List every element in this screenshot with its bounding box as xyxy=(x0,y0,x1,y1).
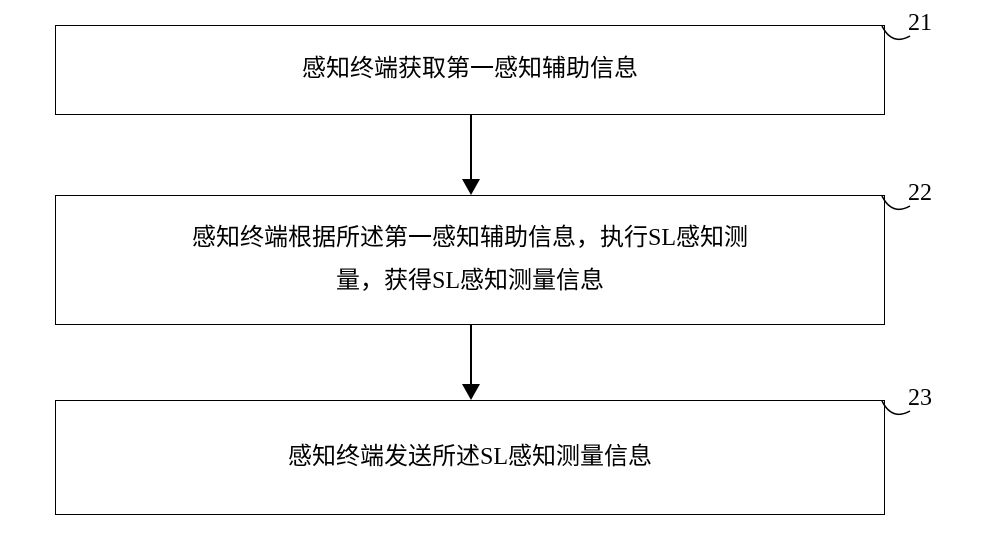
flow-arrow xyxy=(470,325,472,386)
callout-connector xyxy=(880,393,914,423)
flow-step-text: 量，获得SL感知测量信息 xyxy=(192,260,748,303)
flow-step-n2: 感知终端根据所述第一感知辅助信息，执行SL感知测量，获得SL感知测量信息 xyxy=(55,195,885,325)
arrow-head-icon xyxy=(462,384,480,400)
callout-connector xyxy=(880,18,914,48)
flow-arrow xyxy=(470,115,472,181)
flow-step-text: 感知终端获取第一感知辅助信息 xyxy=(302,48,638,91)
arrow-head-icon xyxy=(462,179,480,195)
flow-step-n1: 感知终端获取第一感知辅助信息 xyxy=(55,25,885,115)
flow-step-n3: 感知终端发送所述SL感知测量信息 xyxy=(55,400,885,515)
flowchart-canvas: 感知终端获取第一感知辅助信息21感知终端根据所述第一感知辅助信息，执行SL感知测… xyxy=(0,0,1000,540)
flow-step-text: 感知终端发送所述SL感知测量信息 xyxy=(288,436,652,479)
callout-connector xyxy=(880,188,914,218)
flow-step-text: 感知终端根据所述第一感知辅助信息，执行SL感知测 xyxy=(192,217,748,260)
